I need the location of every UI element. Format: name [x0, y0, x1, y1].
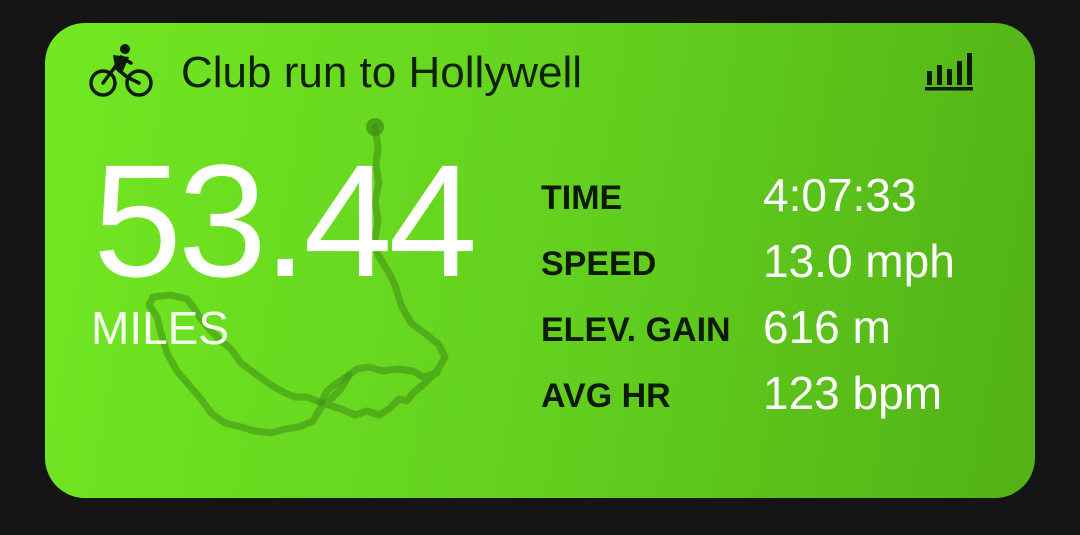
- route-map-trace: [145, 118, 449, 437]
- metric-label-heart-rate: AVG HR: [541, 377, 671, 415]
- activity-title: Club run to Hollywell: [181, 48, 583, 97]
- metric-label-speed: SPEED: [541, 245, 657, 283]
- metric-label-elevation: ELEV. GAIN: [541, 311, 731, 349]
- distance-unit: MILES: [91, 302, 230, 354]
- metric-value-time: 4:07:33: [763, 169, 917, 221]
- metric-value-speed: 13.0 mph: [763, 235, 955, 287]
- metric-value-heart-rate: 123 bpm: [763, 367, 943, 419]
- cyclist-icon: [89, 44, 153, 97]
- metric-value-elevation: 616 m: [763, 301, 891, 353]
- bar-chart-icon[interactable]: [921, 49, 977, 93]
- activity-card[interactable]: Club run to Hollywell 53.44 MILES TIME 4…: [45, 23, 1035, 498]
- metric-label-time: TIME: [541, 179, 623, 217]
- distance-value: 53.44: [93, 131, 477, 310]
